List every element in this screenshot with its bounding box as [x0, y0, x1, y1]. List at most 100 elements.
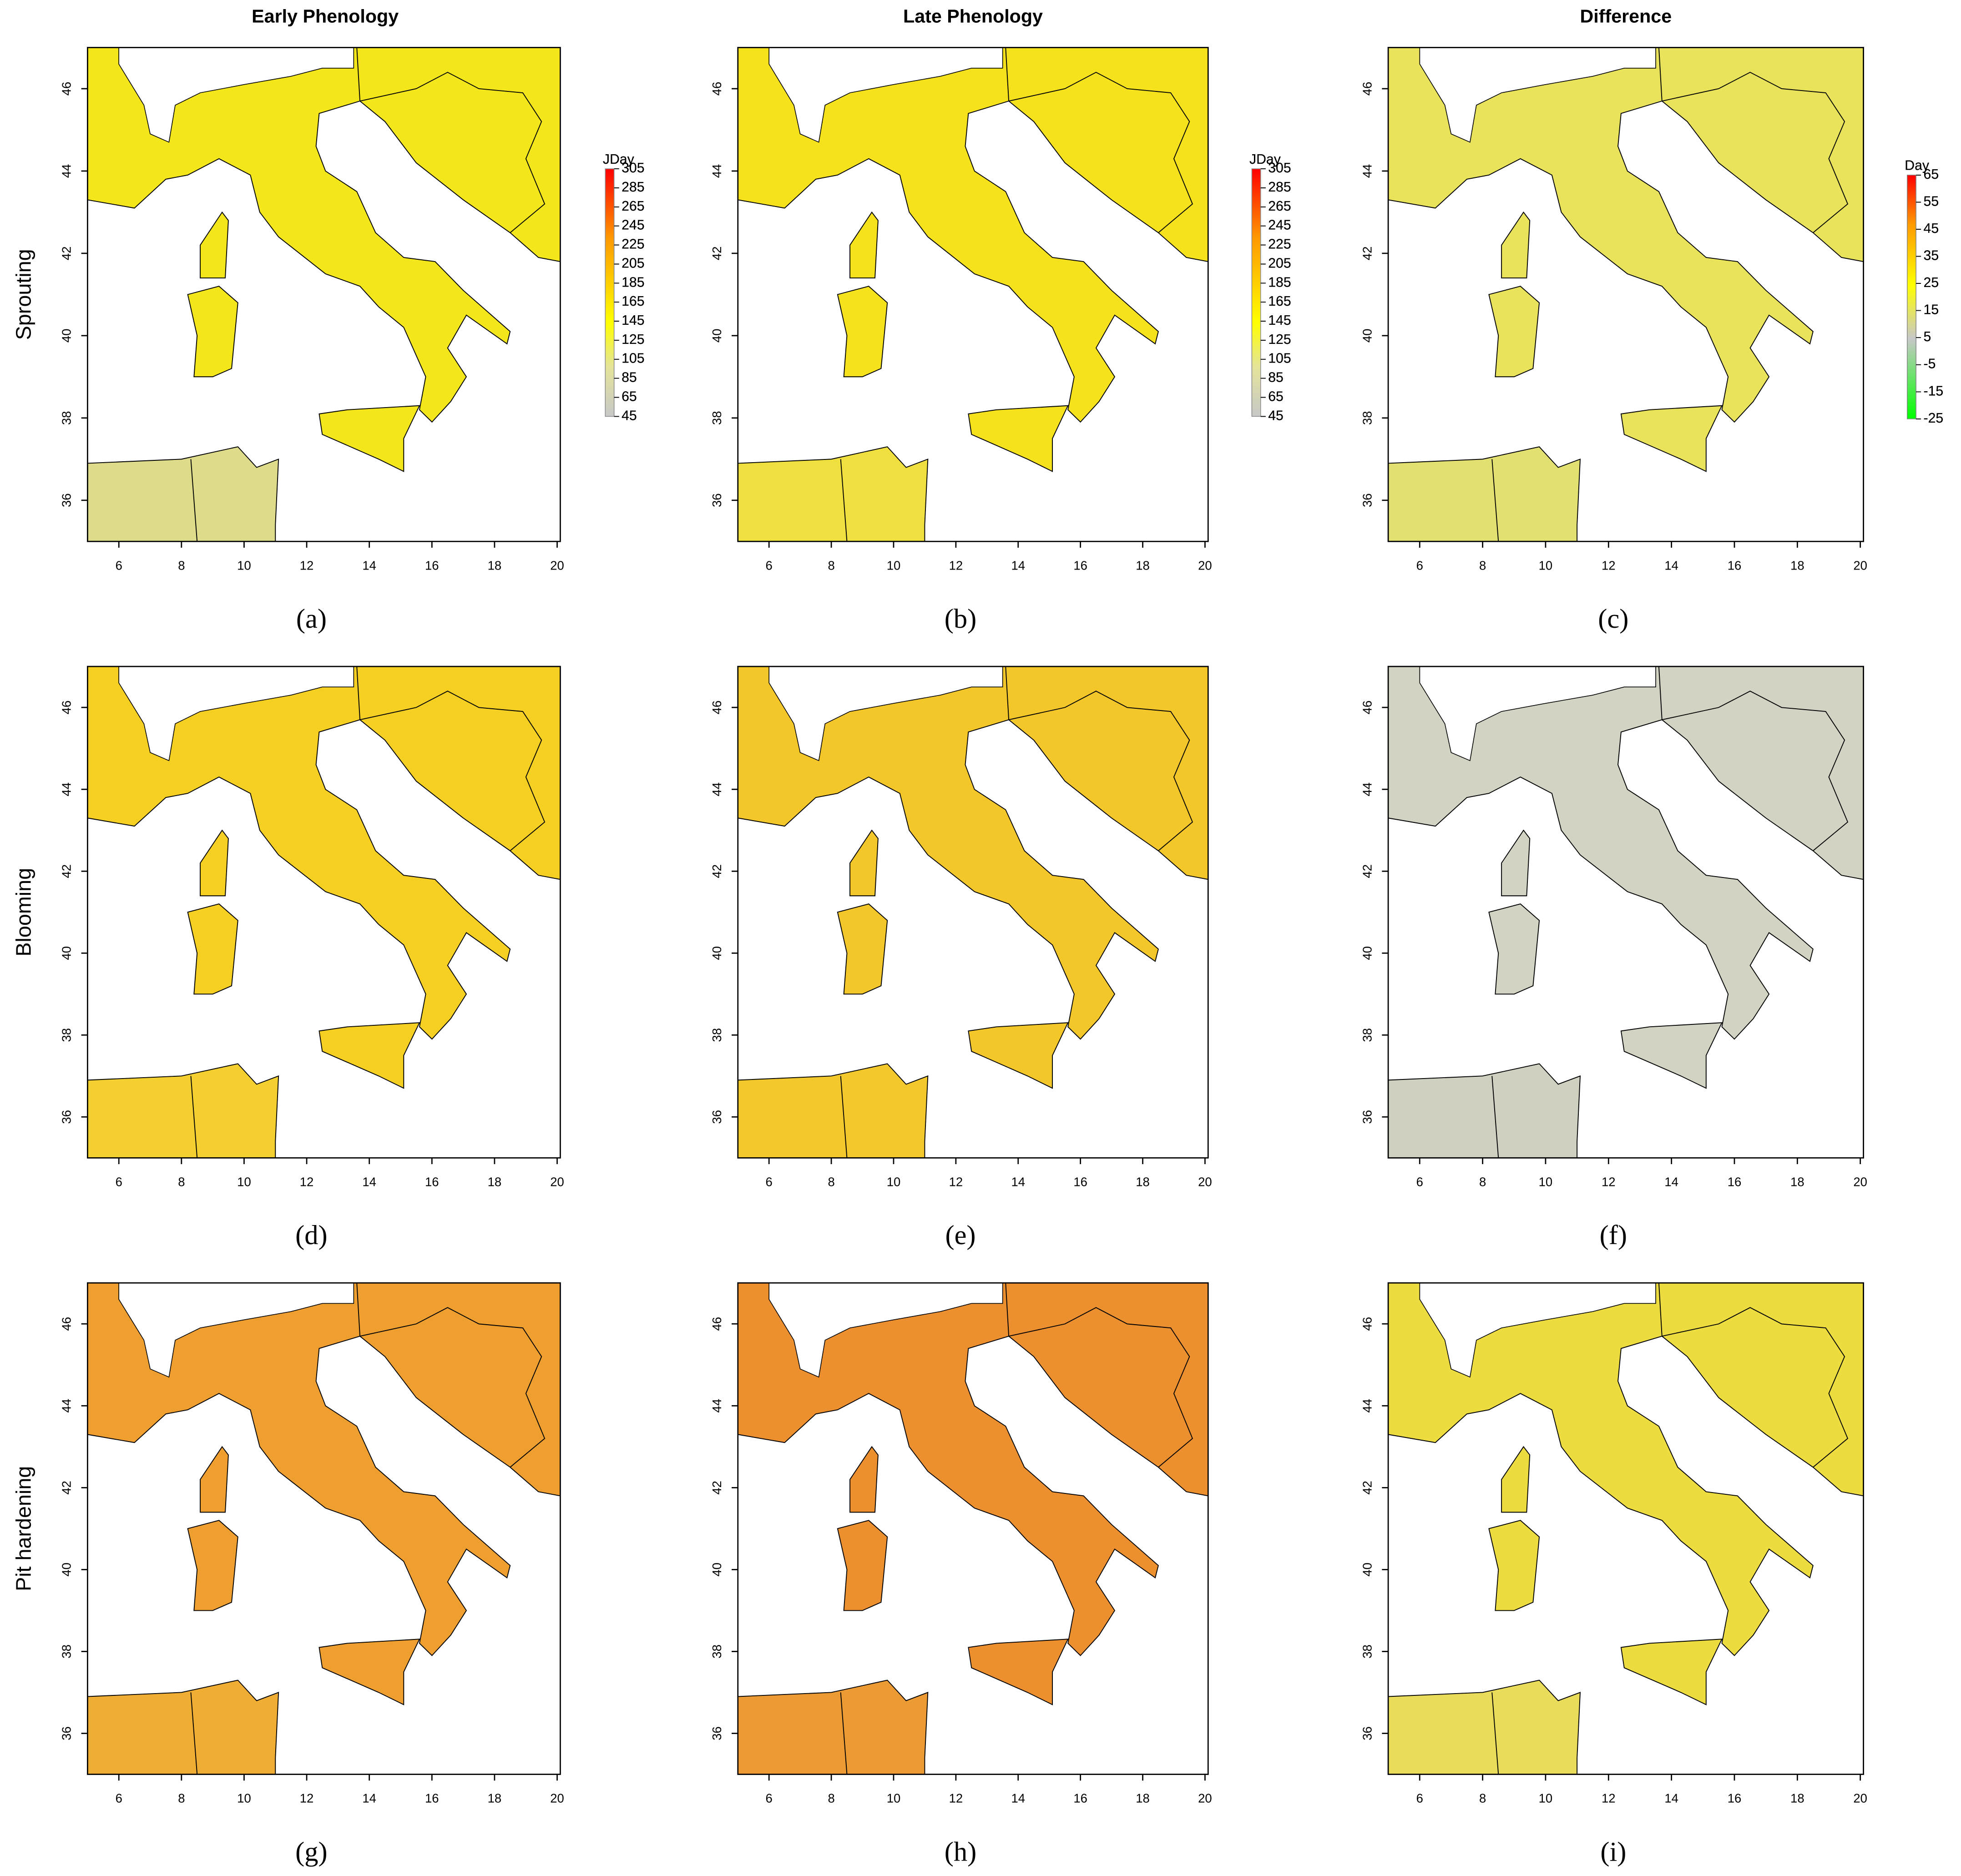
land — [1388, 1282, 1864, 1656]
legend-tick-label: 125 — [622, 332, 644, 347]
legend-tick-label: 265 — [1268, 199, 1291, 214]
x-tick-label: 12 — [1602, 1791, 1616, 1805]
no-data-area — [118, 1282, 354, 1378]
x-tick-label: 10 — [1539, 1791, 1553, 1805]
y-tick-label: 36 — [710, 1110, 724, 1124]
y-tick-label: 38 — [60, 1028, 74, 1042]
x-tick-label: 14 — [362, 1175, 376, 1189]
y-tick-label: 44 — [60, 1399, 74, 1413]
x-tick-label: 8 — [828, 1175, 834, 1189]
plot-frame — [737, 666, 1209, 1159]
legend-tick-label: 205 — [622, 256, 644, 271]
land — [87, 446, 279, 542]
legend-tick-label: 105 — [622, 351, 644, 366]
y-tick-label: 44 — [60, 164, 74, 178]
x-tick-label: 20 — [550, 558, 564, 572]
x-tick-label: 14 — [1664, 558, 1678, 572]
land — [1501, 829, 1531, 897]
x-tick-label: 8 — [828, 558, 834, 572]
x-tick-label: 14 — [1011, 1791, 1025, 1805]
y-tick-label: 38 — [710, 1644, 724, 1659]
no-data-area — [1419, 47, 1656, 143]
x-tick-label: 6 — [1416, 558, 1423, 572]
land — [87, 47, 561, 423]
y-tick-label: 36 — [1360, 493, 1374, 507]
y-tick-label: 46 — [1360, 701, 1374, 715]
land — [968, 405, 1069, 472]
legend-tick-label: 305 — [1268, 161, 1291, 176]
x-tick-label: 18 — [1790, 1175, 1804, 1189]
legend-title: Day — [1905, 158, 1930, 173]
legend-tick-label: 35 — [1924, 248, 1939, 263]
border — [1662, 1307, 1849, 1468]
land — [1501, 1446, 1531, 1513]
x-tick-label: 12 — [300, 1791, 314, 1805]
colorbar — [605, 168, 615, 417]
land — [737, 1063, 929, 1159]
legend-tick-label: 25 — [1924, 275, 1939, 290]
land — [837, 1520, 888, 1611]
y-tick-label: 38 — [1360, 1028, 1374, 1042]
x-tick-label: 18 — [1136, 1791, 1150, 1805]
y-tick-label: 42 — [710, 1481, 724, 1495]
y-tick-label: 42 — [60, 247, 74, 261]
legend-tick-label: 165 — [1268, 294, 1291, 309]
legend-tick-label: 5 — [1924, 329, 1931, 344]
legend-tick-label: 55 — [1924, 194, 1939, 209]
x-tick-label: 12 — [300, 1175, 314, 1189]
y-tick-label: 36 — [710, 1726, 724, 1740]
land — [968, 1022, 1069, 1089]
legend-tick-label: 205 — [1268, 256, 1291, 271]
legend-tick-label: 15 — [1924, 303, 1939, 318]
border — [840, 459, 848, 542]
colorbar — [1251, 168, 1261, 417]
legend-tick-label: -15 — [1924, 383, 1944, 398]
x-tick-label: 6 — [116, 558, 122, 572]
y-tick-label: 42 — [1360, 864, 1374, 878]
legend-tick-label: 165 — [622, 294, 644, 309]
y-tick-label: 44 — [60, 782, 74, 797]
x-tick-label: 6 — [766, 1791, 773, 1805]
x-tick-label: 8 — [1479, 1791, 1486, 1805]
legend-tick-label: 5 — [1924, 329, 1931, 344]
land — [1620, 1022, 1723, 1089]
y-tick-label: 40 — [1360, 1563, 1374, 1577]
border — [840, 1076, 848, 1158]
legend-tick-label: 35 — [1924, 248, 1939, 263]
legend-tick-label: 145 — [1268, 313, 1291, 328]
y-tick-label: 42 — [710, 864, 724, 878]
legend-title: Day — [1905, 158, 1930, 173]
x-tick-label: 6 — [1416, 1791, 1423, 1805]
panel-label: (i) — [1600, 1836, 1626, 1867]
x-tick-label: 16 — [1073, 1175, 1087, 1189]
land — [200, 1446, 229, 1513]
legend-tick-label: 5 — [1924, 329, 1931, 344]
legend-tick-label: 285 — [622, 180, 644, 195]
legend-tick-label: 205 — [1268, 256, 1291, 271]
border — [1491, 1692, 1499, 1775]
column-title: Difference — [1580, 5, 1672, 26]
x-tick-label: 8 — [1479, 1175, 1486, 1189]
x-tick-label: 20 — [1853, 558, 1867, 572]
legend-tick-label: 305 — [622, 161, 644, 176]
x-tick-label: 16 — [425, 1791, 439, 1805]
border — [1005, 47, 1010, 101]
legend-tick-label: -5 — [1924, 357, 1936, 372]
panel-label: (c) — [1598, 604, 1628, 634]
panel-label: (d) — [295, 1220, 328, 1251]
legend-tick-label: 205 — [622, 256, 644, 271]
legend-tick-label: 245 — [1268, 218, 1291, 233]
x-tick-label: 12 — [949, 1791, 963, 1805]
land — [318, 405, 420, 472]
legend-tick-label: 245 — [622, 218, 644, 233]
border — [190, 1692, 198, 1775]
legend-tick-label: 45 — [622, 408, 637, 423]
legend-tick-label: 185 — [1268, 275, 1291, 290]
x-tick-label: 16 — [425, 558, 439, 572]
land — [1620, 1639, 1723, 1705]
border — [359, 71, 546, 233]
legend-tick-label: 25 — [1924, 275, 1939, 290]
land — [849, 1446, 879, 1513]
